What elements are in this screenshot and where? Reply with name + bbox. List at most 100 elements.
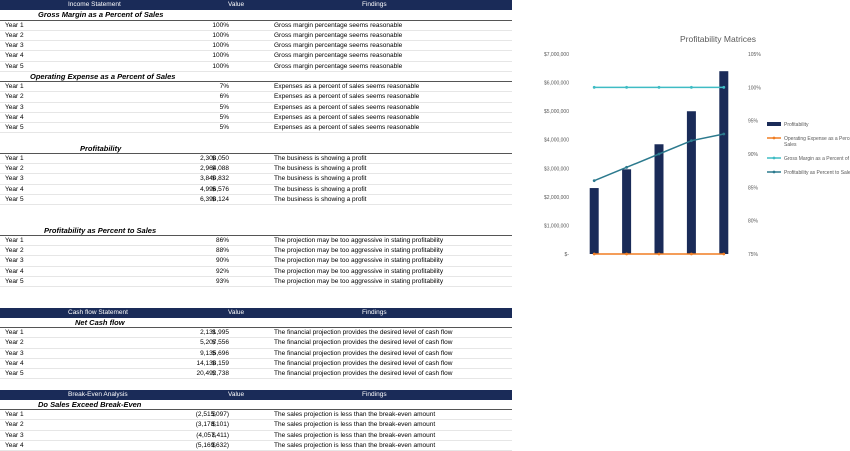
row-finding: The sales projection is less than the br… <box>274 411 436 418</box>
y-tick-label: $2,000,000 <box>544 195 569 201</box>
header-col-name: Income Statement <box>68 1 121 8</box>
legend-swatch-profitability <box>767 122 781 126</box>
net-cash-flow-row[interactable]: Year 4 $14,138,159 The financial projectio… <box>0 359 512 369</box>
row-value: 2,131,995 <box>200 329 229 336</box>
break-even-row[interactable]: Year 2 $ (3,178,101) The sales projection i… <box>0 420 512 431</box>
row-label: Year 2 <box>5 93 24 101</box>
break-even-row[interactable]: Year 3 $ (4,057,411) The sales projection i… <box>0 431 512 441</box>
profitability-row[interactable]: Year 4 $4,996,576 The business is showing … <box>0 185 512 195</box>
break-even-row[interactable]: Year 1 $ (2,515,097) The sales projection i… <box>0 410 512 421</box>
row-value: 100% <box>212 21 229 29</box>
point-gross-margin-as-a-percent-of-sales <box>657 85 661 89</box>
row-finding: The projection may be too aggressive in … <box>274 277 444 285</box>
row-value: 2,964,088 <box>200 165 229 172</box>
row-value: 100% <box>212 31 229 39</box>
row-finding: The sales projection is less than the br… <box>274 421 436 429</box>
y-tick-label: $- <box>565 252 570 258</box>
header-col-findings: Findings <box>362 308 387 316</box>
operating-expense-row[interactable]: Year 2 6% Expenses as a percent of sales s… <box>0 92 512 103</box>
profitability-row[interactable]: Year 2 $2,964,088 The business is showing … <box>0 164 512 175</box>
profitability-row[interactable]: Year 1 $2,308,050 The business is showing … <box>0 154 512 164</box>
bar-profitability <box>622 169 632 254</box>
y-tick-label: $4,000,000 <box>544 138 569 144</box>
operating-expense-row[interactable]: Year 1 7% Expenses as a percent of sales s… <box>0 82 512 93</box>
row-finding: The financial projection provides the de… <box>274 349 453 357</box>
blank-row <box>0 297 512 307</box>
legend-marker-gross-margin-as-a-percent-of-sales <box>772 156 776 160</box>
findings-sheet: Income Statement Value Findings Gross Margi… <box>0 0 512 451</box>
profitability-percent-row[interactable]: Year 2 88% The projection may be too aggre… <box>0 246 512 257</box>
row-value: 5% <box>219 113 229 121</box>
profitability-row[interactable]: Year 5 $6,398,124 The business is showing … <box>0 195 512 205</box>
currency-symbol: $ <box>212 349 216 357</box>
row-label: Year 1 <box>5 154 24 162</box>
net-cash-flow-row[interactable]: Year 1 $2,131,995 The financial projection… <box>0 328 512 339</box>
row-label: Year 5 <box>5 62 24 70</box>
row-finding: The projection may be too aggressive in … <box>274 267 444 275</box>
row-label: Year 3 <box>5 42 24 49</box>
operating-expense-row[interactable]: Year 5 5% Expenses as a percent of sales s… <box>0 123 512 134</box>
row-finding: Gross margin percentage seems reasonable <box>274 62 403 70</box>
row-finding: The business is showing a profit <box>274 165 367 172</box>
gross-margin-row[interactable]: Year 3 100% Gross margin percentage seems … <box>0 41 512 52</box>
blank-row <box>0 205 512 215</box>
gross-margin-row[interactable]: Year 4 100% Gross margin percentage seems … <box>0 51 512 62</box>
row-label: Year 5 <box>5 124 24 131</box>
legend-label: Profitability as Percent to Sales <box>784 170 850 176</box>
row-label: Year 3 <box>5 103 24 111</box>
row-label: Year 2 <box>5 339 24 347</box>
row-label: Year 2 <box>5 165 24 172</box>
net-cash-flow-row[interactable]: Year 3 $9,135,696 The financial projection… <box>0 349 512 359</box>
legend-marker-operating-expense-as-a-percent-of-sales <box>772 136 776 140</box>
row-finding: Expenses as a percent of sales seems rea… <box>274 124 420 131</box>
profitability-percent-row[interactable]: Year 5 93% The projection may be too aggre… <box>0 277 512 287</box>
currency-symbol: $ <box>212 370 216 377</box>
row-label: Year 2 <box>5 421 24 429</box>
blank-row <box>0 133 512 143</box>
row-label: Year 4 <box>5 52 24 60</box>
break-even-row[interactable]: Year 4 $ (5,169,632) The sales projection i… <box>0 441 512 451</box>
operating-expense-row[interactable]: Year 3 5% Expenses as a percent of sales s… <box>0 103 512 113</box>
y2-tick-label: 80% <box>748 219 759 225</box>
profitability-percent-row[interactable]: Year 1 86% The projection may be too aggre… <box>0 236 512 246</box>
blank-row <box>0 215 512 225</box>
row-value: 2,308,050 <box>200 154 229 162</box>
gross-margin-row[interactable]: Year 1 100% Gross margin percentage seems … <box>0 21 512 31</box>
y-tick-label: $6,000,000 <box>544 81 569 87</box>
row-finding: Gross margin percentage seems reasonable <box>274 52 403 60</box>
currency-symbol: $ <box>212 195 216 203</box>
profitability-percent-row[interactable]: Year 3 90% The projection may be too aggre… <box>0 256 512 267</box>
net-cash-flow-row[interactable]: Year 5 $20,492,738 The financial projectio… <box>0 369 512 380</box>
break-even-title-row: Do Sales Exceed Break-Even <box>0 400 512 410</box>
net-cash-flow-row[interactable]: Year 2 $5,207,556 The financial projection… <box>0 338 512 349</box>
row-value: 6% <box>219 93 229 101</box>
operating-expense-row[interactable]: Year 4 5% Expenses as a percent of sales s… <box>0 113 512 123</box>
row-label: Year 5 <box>5 277 24 285</box>
net-cash-flow-title-row: Net Cash flow <box>0 318 512 328</box>
gross-margin-row[interactable]: Year 2 100% Gross margin percentage seems … <box>0 31 512 41</box>
profitability-row[interactable]: Year 3 $3,840,832 The business is showing … <box>0 174 512 185</box>
row-value: 100% <box>212 52 229 60</box>
row-value: 90% <box>215 257 229 265</box>
header-col-name: Cash flow Statement <box>68 308 128 316</box>
profitability-percent-row[interactable]: Year 4 92% The projection may be too aggre… <box>0 267 512 277</box>
currency-symbol: $ <box>212 175 216 183</box>
row-value: 5,207,556 <box>200 339 229 347</box>
row-finding: The sales projection is less than the br… <box>274 431 436 439</box>
gross-margin-row[interactable]: Year 5 100% Gross margin percentage seems … <box>0 62 512 72</box>
row-value: 7% <box>219 83 229 90</box>
row-value: 5% <box>219 124 229 131</box>
y2-tick-label: 95% <box>748 119 759 125</box>
currency-symbol: $ <box>212 359 216 367</box>
gross-margin-title-row: Gross Margin as a Percent of Sales <box>0 10 512 21</box>
header-col-name: Break-Even Analysis <box>68 390 128 398</box>
row-finding: Expenses as a percent of sales seems rea… <box>274 103 420 111</box>
header-col-findings: Findings <box>362 390 387 398</box>
row-finding: The business is showing a profit <box>274 185 367 193</box>
row-label: Year 4 <box>5 113 24 121</box>
row-value: (4,057,411) <box>196 431 229 439</box>
currency-symbol: $ <box>212 165 216 172</box>
row-label: Year 1 <box>5 83 24 90</box>
row-value: 9,135,696 <box>200 349 229 357</box>
